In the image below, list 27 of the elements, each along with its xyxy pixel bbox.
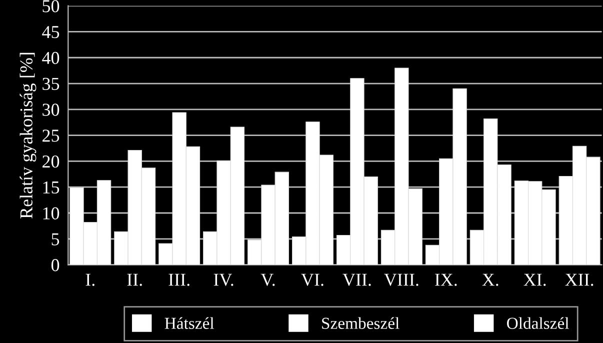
x-tick-label: I. [86, 274, 94, 286]
x-tick-label: VII. [342, 274, 371, 286]
y-tick-label: 20 [42, 155, 60, 168]
y-tick-label: 30 [42, 104, 60, 116]
y-tick-label: 25 [42, 130, 60, 142]
x-tick-label: XI. [524, 274, 546, 286]
y-axis-title: Relatív gyakoriság [%] [20, 52, 36, 219]
x-tick-label: X. [482, 274, 498, 286]
legend-label: Oldalszél [507, 317, 569, 329]
x-tick-label: VIII. [384, 274, 418, 286]
y-tick-label: 45 [42, 26, 60, 38]
x-tick-label: IV. [214, 274, 234, 286]
y-tick-label: 50 [42, 0, 60, 12]
x-tick-label: V. [260, 274, 275, 286]
x-tick-label: VI. [301, 274, 324, 286]
y-tick-label: 40 [42, 52, 60, 64]
x-tick-label: II. [127, 274, 142, 286]
y-tick-label: 15 [43, 181, 60, 194]
y-tick-label: 0 [51, 259, 60, 272]
x-tick-label: III. [168, 274, 190, 286]
legend-label: Szembeszél [322, 317, 400, 329]
x-tick-label: XII. [565, 274, 594, 286]
y-tick-label: 35 [42, 78, 60, 90]
legend-label: Hátszél [164, 317, 214, 329]
x-tick-label: IX. [435, 274, 457, 286]
y-tick-label: 5 [52, 233, 60, 246]
y-tick-label: 10 [43, 207, 60, 220]
